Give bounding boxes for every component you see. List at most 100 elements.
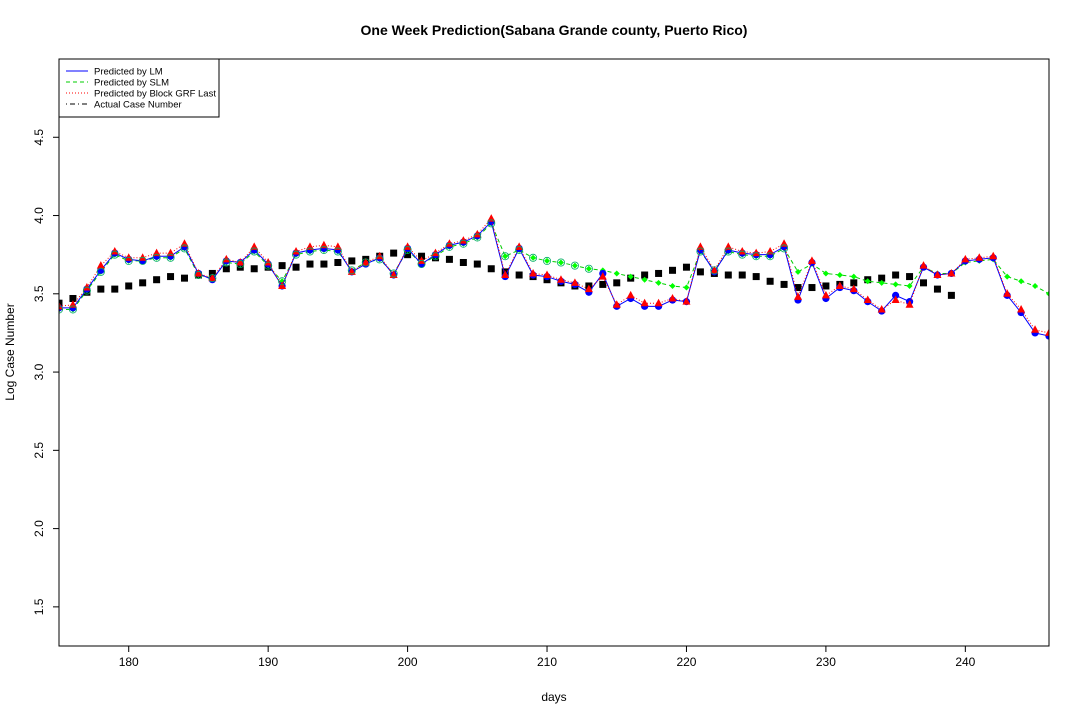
slm-point-outline <box>264 261 273 270</box>
slm-point-outline <box>110 250 119 259</box>
grf-point <box>766 247 775 255</box>
slm-point-outline <box>222 258 231 267</box>
chart-title: One Week Prediction(Sabana Grande county… <box>361 22 748 38</box>
slm-point <box>655 279 662 286</box>
legend-label: Predicted by SLM <box>94 78 169 89</box>
slm-point-outline <box>501 252 510 261</box>
slm-point-outline <box>250 247 259 256</box>
slm-point-outline <box>68 305 77 314</box>
slm-point-outline <box>375 255 384 264</box>
actual-point <box>613 279 621 287</box>
actual-point <box>808 284 816 292</box>
slm-point-outline <box>194 271 203 280</box>
slm-point-outline <box>361 258 370 267</box>
actual-point <box>167 273 175 281</box>
grf-point <box>933 270 942 279</box>
slm-point <box>502 253 509 260</box>
x-tick-label: 210 <box>537 655 557 669</box>
grf-point <box>236 257 245 266</box>
slm-point-outline <box>319 245 328 254</box>
slm-point <box>1018 278 1025 285</box>
grf-point <box>891 295 900 304</box>
actual-point <box>766 277 774 285</box>
x-tick-label: 200 <box>398 655 418 669</box>
actual-point <box>892 271 900 279</box>
actual-point <box>794 284 802 292</box>
actual-point <box>125 282 133 290</box>
grf-point <box>305 242 314 250</box>
x-tick-label: 240 <box>955 655 975 669</box>
slm-point-outline <box>570 261 579 270</box>
actual-point <box>418 252 426 260</box>
actual-point <box>348 257 356 265</box>
grf-point <box>696 242 705 250</box>
slm-point <box>571 262 578 269</box>
slm-point-outline <box>738 250 747 259</box>
legend-label: Predicted by LM <box>94 67 163 78</box>
actual-point <box>947 291 955 299</box>
actual-point <box>641 271 649 279</box>
actual-point <box>696 268 704 276</box>
grf-point <box>180 239 189 247</box>
slm-point <box>669 282 676 289</box>
slm-point-outline <box>529 253 538 262</box>
grf-point <box>849 284 858 293</box>
actual-point <box>250 265 258 273</box>
slm-point <box>585 265 592 272</box>
grf-point <box>194 268 203 277</box>
y-axis-label: Log Case Number <box>3 303 17 400</box>
actual-point <box>724 271 732 279</box>
actual-point <box>752 273 760 281</box>
slm-point-outline <box>766 252 775 261</box>
slm-point-outline <box>417 260 426 269</box>
grf-point <box>947 268 956 277</box>
series-predicted-by-block-grf-last <box>59 214 1049 336</box>
grf-point <box>863 295 872 304</box>
actual-point <box>236 263 244 271</box>
actual-point <box>515 271 523 279</box>
actual-point <box>180 274 188 282</box>
actual-point <box>153 276 161 284</box>
actual-point <box>111 285 119 293</box>
grf-point <box>794 292 803 300</box>
series-line <box>59 222 1049 310</box>
grf-point <box>989 251 998 260</box>
actual-point <box>97 285 105 293</box>
slm-point <box>613 270 620 277</box>
grf-point <box>1017 304 1026 313</box>
grf-point <box>626 290 635 299</box>
grf-point <box>333 242 342 250</box>
slm-point-outline <box>347 266 356 275</box>
slm-point-outline <box>180 244 189 253</box>
grf-point <box>487 214 496 222</box>
x-tick-label: 220 <box>676 655 696 669</box>
slm-point-outline <box>752 252 761 261</box>
series-line <box>59 220 1049 337</box>
lm-point <box>892 291 900 299</box>
slm-point-outline <box>724 247 733 256</box>
slm-point <box>641 276 648 283</box>
grf-point <box>529 268 538 277</box>
actual-point <box>822 282 830 290</box>
legend-label: Predicted by Block GRF Last <box>94 89 216 100</box>
grf-point <box>501 270 510 279</box>
actual-point <box>334 258 342 266</box>
slm-point-outline <box>333 247 342 256</box>
actual-point <box>139 279 147 287</box>
grf-point <box>1003 289 1012 297</box>
actual-point <box>306 260 314 268</box>
slm-point-outline <box>82 286 91 295</box>
slm-point-outline <box>278 277 287 286</box>
grf-point <box>543 270 552 279</box>
slm-point-outline <box>780 244 789 253</box>
slm-point-outline <box>138 256 147 265</box>
actual-point <box>473 260 481 268</box>
slm-point <box>1046 290 1049 297</box>
actual-point <box>599 280 607 288</box>
grf-point <box>877 304 886 313</box>
y-tick-label: 4.0 <box>32 207 46 224</box>
slm-outline-markers <box>59 219 789 314</box>
grf-point <box>975 253 984 261</box>
slm-point-outline <box>543 256 552 265</box>
